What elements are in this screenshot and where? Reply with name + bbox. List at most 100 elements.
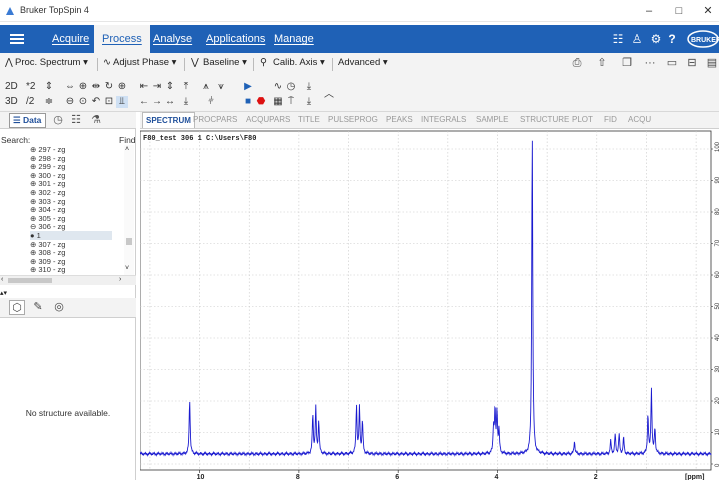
move-left-icon[interactable]: ← [139, 96, 149, 107]
tree-item[interactable]: ⊕ 304 - zg [30, 205, 66, 215]
maximize-button[interactable]: □ [675, 5, 683, 17]
move-horizontal-icon[interactable]: ↔ [165, 96, 175, 107]
3d-view-button[interactable]: 3D [5, 96, 18, 107]
split-view-icon[interactable]: ⊟ [687, 57, 697, 69]
more-options-icon[interactable]: ··· [644, 57, 656, 69]
2d-view-button[interactable]: 2D [5, 81, 18, 92]
menu-acquire[interactable]: Acquire [52, 33, 90, 45]
tab-acqupars[interactable]: ACQUPARS [246, 115, 291, 124]
tree-item[interactable]: ⊕ 298 - zg [30, 153, 66, 163]
settings-gear-icon[interactable]: ⚙ [650, 32, 662, 46]
tab-pulseprog[interactable]: PULSEPROG [328, 115, 378, 124]
proc-spectrum-dropdown[interactable]: Proc. Spectrum ▾ [15, 57, 88, 68]
spectrum-plot[interactable]: 1009080706050403020100108642[ppm] [140, 129, 719, 480]
scroll-up-icon[interactable]: ˄ [125, 146, 130, 153]
tab-data[interactable]: ☰ Data [9, 113, 46, 128]
zoom-in-icon[interactable]: ⊕ [78, 81, 88, 92]
full-width-icon[interactable]: ⇹ [91, 81, 101, 92]
refresh-icon[interactable]: ↻ [104, 81, 114, 92]
help-icon[interactable]: ? [668, 32, 676, 46]
undo-zoom-icon[interactable]: ↶ [91, 96, 101, 107]
copy-icon[interactable]: ❐ [622, 57, 632, 69]
structure-icon[interactable]: ☷ [71, 114, 81, 126]
sample-changer-icon[interactable]: ⍑ [288, 96, 294, 107]
history-icon[interactable]: ◷ [53, 114, 63, 126]
export-icon[interactable]: ⇧ [597, 57, 607, 69]
print-icon[interactable]: ⎙ [572, 57, 582, 69]
shift-down-icon[interactable]: ⤓ [183, 96, 189, 107]
layout-icon[interactable]: ☷ [612, 32, 624, 46]
tree-item[interactable]: ⊕ 307 - zg [30, 239, 66, 249]
close-button[interactable]: ✕ [703, 5, 713, 17]
find-button[interactable]: Find [119, 135, 136, 145]
tree-item[interactable]: ● 1 [30, 231, 112, 240]
edit-structure-icon[interactable]: ✎ [33, 301, 43, 313]
tab-title[interactable]: TITLE [298, 115, 320, 124]
tree-item[interactable]: ⊕ 300 - zg [30, 170, 66, 180]
user-icon[interactable]: ♙ [631, 32, 643, 46]
shift-left-icon[interactable]: ⇤ [139, 81, 149, 92]
tree-item[interactable]: ⊕ 309 - zg [30, 256, 66, 266]
panel-splitter[interactable]: ▴▾ [0, 290, 8, 297]
play-icon[interactable]: ▶ [244, 81, 252, 92]
tree-item[interactable]: ⊕ 305 - zg [30, 213, 66, 223]
horizontal-scrollbar-thumb[interactable] [8, 278, 52, 283]
minimize-button[interactable]: – [645, 5, 653, 17]
integrate-icon[interactable]: ⩛ [218, 81, 224, 92]
eject-icon[interactable]: ⤓ [306, 96, 312, 107]
hamburger-menu-icon[interactable] [10, 34, 24, 44]
baseline-dropdown[interactable]: Baseline ▾ [203, 57, 247, 68]
scroll-down-icon[interactable]: ˅ [125, 265, 130, 272]
tree-item[interactable]: ⊕ 303 - zg [30, 196, 66, 206]
grid-icon[interactable]: ▦ [273, 96, 283, 107]
menu-applications[interactable]: Applications [206, 33, 266, 45]
tab-spectrum[interactable]: SPECTRUM [142, 112, 195, 128]
peak-pick-icon[interactable]: ⩚ [203, 81, 209, 92]
multi-view-icon[interactable]: ▤ [706, 57, 718, 69]
scale-down-button[interactable]: /2 [26, 96, 35, 107]
window-layout-icon[interactable]: ▭ [666, 57, 678, 69]
collapse-toolbar-icon[interactable]: ︿ [324, 89, 334, 100]
tab-procpars[interactable]: PROCPARS [193, 115, 238, 124]
tab-fid[interactable]: FID [604, 115, 617, 124]
timer-icon[interactable]: ◷ [286, 81, 296, 92]
tree-item[interactable]: ⊕ 310 - zg [30, 265, 66, 275]
stop-icon[interactable]: ⬣ [256, 96, 266, 107]
stretch-icon[interactable]: ≑ [44, 96, 54, 107]
tree-item[interactable]: ⊕ 297 - zg [30, 145, 66, 154]
fit-window-icon[interactable]: ⊡ [104, 96, 114, 107]
zoom-out-icon[interactable]: ⊖ [65, 96, 75, 107]
shift-up-icon[interactable]: ⤒ [183, 81, 189, 92]
tree-scrollbar-thumb[interactable] [126, 238, 132, 245]
expand-horizontal-icon[interactable]: ⇔ [65, 81, 75, 92]
tree-scrollbar[interactable]: ˄ ˅ [124, 145, 134, 279]
tab-peaks[interactable]: PEAKS [386, 115, 413, 124]
tree-item[interactable]: ⊕ 301 - zg [30, 179, 66, 189]
scroll-left-icon[interactable]: ‹ [1, 276, 4, 283]
multiplet-icon[interactable]: ⫩ [208, 96, 214, 107]
scroll-right-icon[interactable]: › [119, 276, 122, 283]
shift-vertical-icon[interactable]: ⇕ [165, 81, 175, 92]
tab-plot[interactable]: PLOT [572, 115, 593, 124]
calib-axis-dropdown[interactable]: Calib. Axis ▾ [273, 57, 325, 68]
tab-acqu[interactable]: ACQU [628, 115, 652, 124]
tab-structure[interactable]: STRUCTURE [520, 115, 570, 124]
download-icon[interactable]: ⤓ [306, 81, 312, 92]
menu-analyse[interactable]: Analyse [153, 33, 193, 45]
menu-process[interactable]: Process [94, 25, 150, 53]
updown-stepper-icon[interactable]: ⇕ [44, 81, 54, 92]
adjust-phase-dropdown[interactable]: Adjust Phase ▾ [113, 57, 177, 68]
move-right-icon[interactable]: → [152, 96, 162, 107]
stop-square-icon[interactable]: ■ [244, 96, 252, 107]
tree-horizontal-scrollbar[interactable]: ‹ › [0, 275, 136, 285]
spectrum-view-icon[interactable]: ⫫ [116, 96, 128, 108]
shift-right-icon[interactable]: ⇥ [152, 81, 162, 92]
tree-item[interactable]: ⊕ 302 - zg [30, 188, 66, 197]
scale-up-button[interactable]: *2 [26, 81, 36, 92]
sample-icon[interactable]: ⚗ [91, 114, 101, 126]
fid-icon[interactable]: ∿ [273, 81, 283, 92]
tree-item[interactable]: ⊖ 306 - zg [30, 222, 66, 232]
advanced-dropdown[interactable]: Advanced ▾ [338, 57, 388, 68]
tree-item[interactable]: ⊕ 308 - zg [30, 248, 66, 258]
view-structure-icon[interactable]: ◎ [54, 301, 64, 313]
